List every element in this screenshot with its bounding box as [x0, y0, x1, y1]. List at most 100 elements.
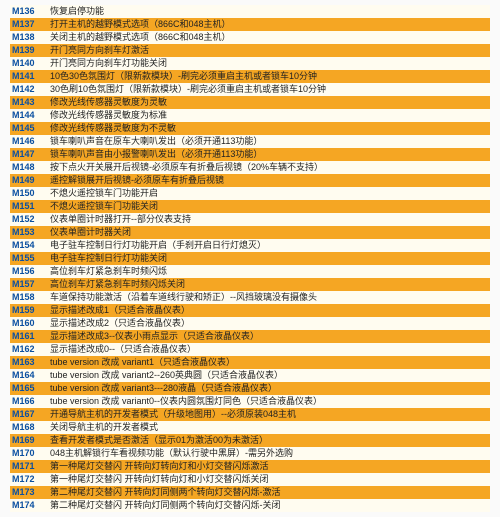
table-row[interactable]: M14110色30色氛围灯（限新款模块）-刷完必须重启主机或者锁车10分钟 [10, 70, 490, 83]
settings-list: M136恢复启停功能M137打开主机的越野模式选项（866C和048主机）M13… [0, 0, 500, 517]
table-row[interactable]: M137打开主机的越野模式选项（866C和048主机） [10, 18, 490, 31]
desc-label: 10色30色氛围灯（限新款模块）-刷完必须重启主机或者锁车10分钟 [50, 70, 317, 83]
code-label: M160 [10, 317, 50, 330]
table-row[interactable]: M160显示描述改成2（只适合液晶仪表） [10, 317, 490, 330]
table-row[interactable]: M165tube version 改成 variant3---280液晶（只适合… [10, 382, 490, 395]
desc-label: 仪表单圈计时器关闭 [50, 226, 131, 239]
code-label: M140 [10, 57, 50, 70]
table-row[interactable]: M152仪表单圈计时器打开--部分仪表支持 [10, 213, 490, 226]
table-row[interactable]: M149遥控解锁展开后视镜-必须原车有折叠后视镜 [10, 174, 490, 187]
code-label: M138 [10, 31, 50, 44]
code-label: M143 [10, 96, 50, 109]
code-label: M162 [10, 343, 50, 356]
desc-label: 第一种尾灯交替闪 开转向灯转向灯和小灯交替闪烁关闭 [50, 473, 269, 486]
code-label: M151 [10, 200, 50, 213]
desc-label: 不熄火遥控锁车门功能开启 [50, 187, 158, 200]
desc-label: 高位刹车灯紧急刹车时频闪烁 [50, 265, 167, 278]
desc-label: 修改光线传感器灵敏度为标准 [50, 109, 167, 122]
desc-label: 显示描述改成0--（只适合液晶仪表） [50, 343, 196, 356]
code-label: M136 [10, 5, 50, 18]
code-label: M156 [10, 265, 50, 278]
table-row[interactable]: M163tube version 改成 variant1（只适合液晶仪表） [10, 356, 490, 369]
table-row[interactable]: M139开门亮同方向刹车灯激活 [10, 44, 490, 57]
code-label: M167 [10, 408, 50, 421]
desc-label: 修改光线传感器灵敏度为不灵敏 [50, 122, 176, 135]
code-label: M149 [10, 174, 50, 187]
table-row[interactable]: M14230色刷10色氛围灯（限新款模块）-刷完必须重启主机或者锁车10分钟 [10, 83, 490, 96]
desc-label: tube version 改成 variant2--260英典圆（只适合液晶仪表… [50, 369, 283, 382]
desc-label: 仪表单圈计时器打开--部分仪表支持 [50, 213, 191, 226]
table-row[interactable]: M158车道保持功能激活（沿着车道线行驶和矫正）--风挡玻璃没有摄像头 [10, 291, 490, 304]
code-label: M172 [10, 473, 50, 486]
desc-label: 第二种尾灯交替闪 开转向灯同侧两个转向灯交替闪烁-激活 [50, 486, 281, 499]
code-label: M137 [10, 18, 50, 31]
code-label: M153 [10, 226, 50, 239]
code-label: M164 [10, 369, 50, 382]
code-label: M144 [10, 109, 50, 122]
code-label: M159 [10, 304, 50, 317]
code-label: M155 [10, 252, 50, 265]
table-row[interactable]: M138关闭主机的越野模式选项（866C和048主机） [10, 31, 490, 44]
table-row[interactable]: M166tube version 改成 variant0--仪表内圆氛围灯同色（… [10, 395, 490, 408]
code-label: M145 [10, 122, 50, 135]
table-row[interactable]: M153仪表单圈计时器关闭 [10, 226, 490, 239]
desc-label: 电子驻车控制日行灯功能关闭 [50, 252, 167, 265]
table-row[interactable]: M167开通导航主机的开发者模式（升级地图用）--必须原装048主机 [10, 408, 490, 421]
desc-label: 显示描述改成3--仪表小雨点显示（只适合液晶仪表） [50, 330, 259, 343]
code-label: M139 [10, 44, 50, 57]
table-row[interactable]: M136恢复启停功能 [10, 5, 490, 18]
table-row[interactable]: M170048主机解锁行车看视频功能（默认行驶中黑屏）-需另外选购 [10, 447, 490, 460]
table-row[interactable]: M145修改光线传感器灵敏度为不灵敏 [10, 122, 490, 135]
table-row[interactable]: M161显示描述改成3--仪表小雨点显示（只适合液晶仪表） [10, 330, 490, 343]
table-row[interactable]: M140开门亮同方向刹车灯功能关闭 [10, 57, 490, 70]
table-row[interactable]: M143修改光线传感器灵敏度为灵敏 [10, 96, 490, 109]
code-label: M148 [10, 161, 50, 174]
desc-label: 显示描述改成2（只适合液晶仪表） [50, 317, 190, 330]
desc-label: 恢复启停功能 [50, 5, 104, 18]
table-row[interactable]: M155电子驻车控制日行灯功能关闭 [10, 252, 490, 265]
desc-label: 电子驻车控制日行灯功能开启（手刹开启日行灯熄灭） [50, 239, 266, 252]
table-row[interactable]: M156高位刹车灯紧急刹车时频闪烁 [10, 265, 490, 278]
table-row[interactable]: M146锁车喇叭声音在原车大喇叭发出（必须开通113功能） [10, 135, 490, 148]
code-label: M170 [10, 447, 50, 460]
table-row[interactable]: M164tube version 改成 variant2--260英典圆（只适合… [10, 369, 490, 382]
desc-label: 开门亮同方向刹车灯激活 [50, 44, 149, 57]
table-row[interactable]: M171第一种尾灯交替闪 开转向灯转向灯和小灯交替闪烁激活 [10, 460, 490, 473]
code-label: M166 [10, 395, 50, 408]
table-row[interactable]: M174第二种尾灯交替闪 开转向灯同侧两个转向灯交替闪烁-关闭 [10, 499, 490, 512]
desc-label: 关闭主机的越野模式选项（866C和048主机） [50, 31, 231, 44]
desc-label: 遥控解锁展开后视镜-必须原车有折叠后视镜 [50, 174, 224, 187]
code-label: M141 [10, 70, 50, 83]
desc-label: tube version 改成 variant0--仪表内圆氛围灯同色（只适合液… [50, 395, 322, 408]
desc-label: 锁车喇叭声音在原车大喇叭发出（必须开通113功能） [50, 135, 262, 148]
table-row[interactable]: M148按下点火开关展开后视镜-必须原车有折叠后视镜（20%车辆不支持） [10, 161, 490, 174]
desc-label: 048主机解锁行车看视频功能（默认行驶中黑屏）-需另外选购 [50, 447, 293, 460]
code-label: M146 [10, 135, 50, 148]
table-row[interactable]: M168关闭导航主机的开发者模式 [10, 421, 490, 434]
desc-label: 车道保持功能激活（沿着车道线行驶和矫正）--风挡玻璃没有摄像头 [50, 291, 317, 304]
table-row[interactable]: M151不熄火遥控锁车门功能关闭 [10, 200, 490, 213]
code-label: M158 [10, 291, 50, 304]
desc-label: tube version 改成 variant1（只适合液晶仪表） [50, 356, 235, 369]
code-label: M152 [10, 213, 50, 226]
code-label: M165 [10, 382, 50, 395]
table-row[interactable]: M159显示描述改成1（只适合液晶仪表） [10, 304, 490, 317]
desc-label: 修改光线传感器灵敏度为灵敏 [50, 96, 167, 109]
code-label: M150 [10, 187, 50, 200]
table-row[interactable]: M154电子驻车控制日行灯功能开启（手刹开启日行灯熄灭） [10, 239, 490, 252]
table-row[interactable]: M157高位刹车灯紧急刹车时频闪烁关闭 [10, 278, 490, 291]
table-row[interactable]: M162显示描述改成0--（只适合液晶仪表） [10, 343, 490, 356]
desc-label: tube version 改成 variant3---280液晶（只适合液晶仪表… [50, 382, 277, 395]
table-row[interactable]: M173第二种尾灯交替闪 开转向灯同侧两个转向灯交替闪烁-激活 [10, 486, 490, 499]
code-label: M173 [10, 486, 50, 499]
table-row[interactable]: M169查看开发者模式是否激活（显示01为激活00为未激活） [10, 434, 490, 447]
desc-label: 关闭导航主机的开发者模式 [50, 421, 158, 434]
desc-label: 30色刷10色氛围灯（限新款模块）-刷完必须重启主机或者锁车10分钟 [50, 83, 326, 96]
code-label: M154 [10, 239, 50, 252]
table-row[interactable]: M150不熄火遥控锁车门功能开启 [10, 187, 490, 200]
desc-label: 开通导航主机的开发者模式（升级地图用）--必须原装048主机 [50, 408, 296, 421]
table-row[interactable]: M172第一种尾灯交替闪 开转向灯转向灯和小灯交替闪烁关闭 [10, 473, 490, 486]
desc-label: 不熄火遥控锁车门功能关闭 [50, 200, 158, 213]
table-row[interactable]: M147锁车喇叭声音由小报警喇叭发出（必须开通113功能） [10, 148, 490, 161]
table-row[interactable]: M144修改光线传感器灵敏度为标准 [10, 109, 490, 122]
